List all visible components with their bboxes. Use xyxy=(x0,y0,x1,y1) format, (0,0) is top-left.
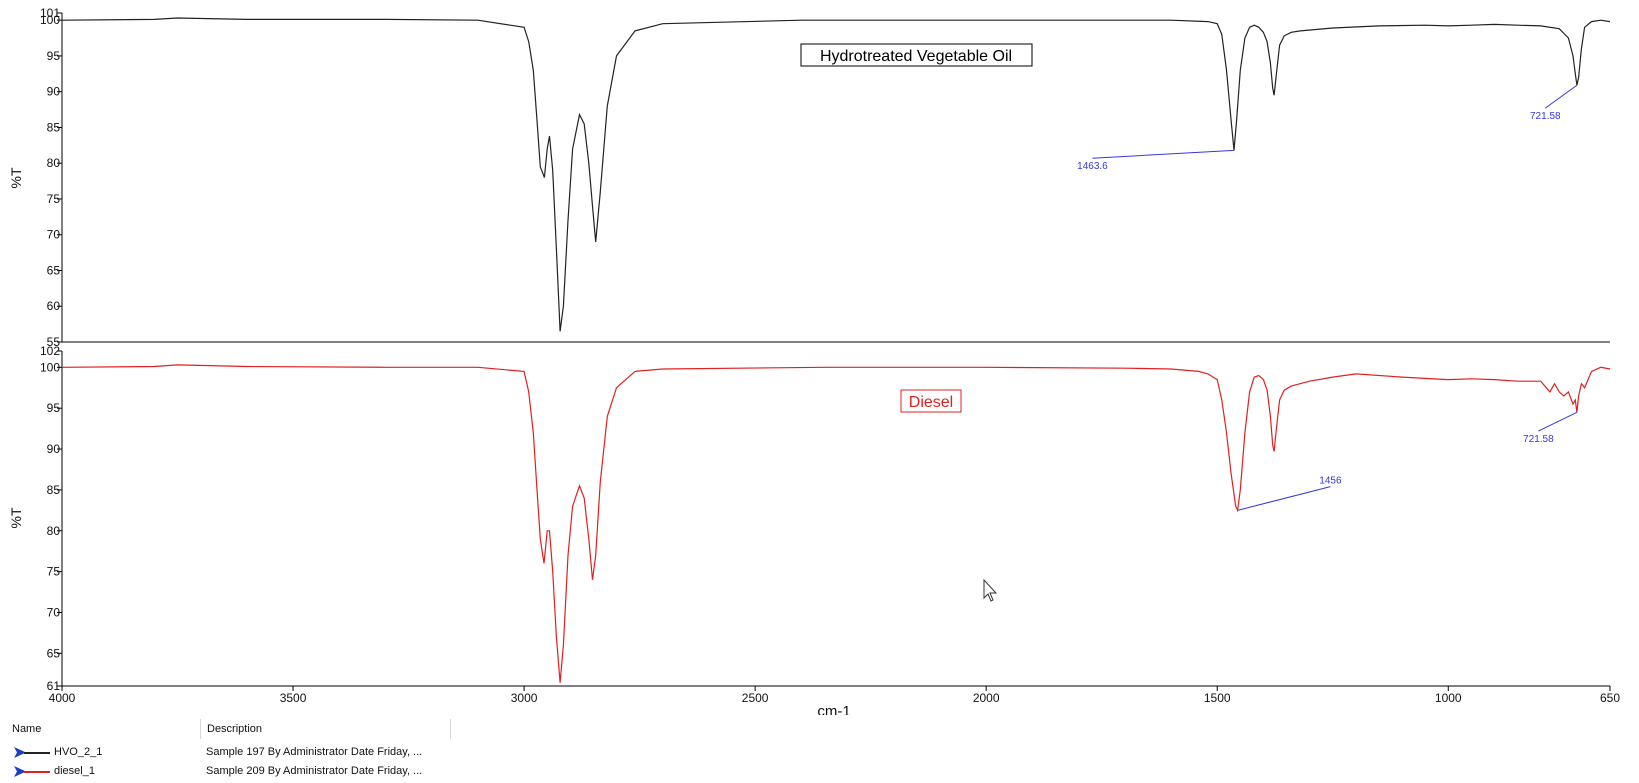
diesel-y-axis-label: %T xyxy=(8,507,24,528)
hvo-title: Hydrotreated Vegetable Oil xyxy=(820,48,1012,65)
y-tick-label: 65 xyxy=(47,646,61,660)
mouse-cursor-icon xyxy=(983,578,998,602)
y-tick-label: 90 xyxy=(47,442,61,456)
series-marker-icon xyxy=(14,766,26,777)
y-tick-label: 95 xyxy=(47,401,61,415)
y-tick-label: 70 xyxy=(47,605,61,619)
peak-annotation-leader xyxy=(1237,486,1331,511)
y-tick-label: 65 xyxy=(47,263,61,277)
y-tick-label: 85 xyxy=(47,120,61,134)
y-tick-label: 100 xyxy=(40,360,60,374)
x-tick-label: 3000 xyxy=(511,691,538,705)
peak-annotation-label: 1456 xyxy=(1319,476,1342,487)
y-tick-label: 70 xyxy=(47,228,61,242)
y-tick-label: 60 xyxy=(47,299,61,313)
x-tick-label: 2000 xyxy=(973,691,1000,705)
x-tick-label: 1000 xyxy=(1435,691,1462,705)
y-tick-label: 55 xyxy=(47,335,61,349)
y-tick-label: 90 xyxy=(47,85,61,99)
hvo-title-box xyxy=(800,43,1033,67)
hvo-y-axis-label: %T xyxy=(8,167,24,188)
y-tick-label: 85 xyxy=(47,483,61,497)
series-color-swatch xyxy=(24,752,50,754)
diesel-panel: 61 65 70 75 80 85 90 95 100 102 4000 3500 3000 2500 2… xyxy=(8,344,1620,715)
x-tick-label: 650 xyxy=(1600,691,1620,705)
legend-row[interactable]: HVO_2_1 Sample 197 By Administrator Date… xyxy=(6,743,446,762)
series-name: diesel_1 xyxy=(54,765,95,777)
y-tick-label: 80 xyxy=(47,524,61,538)
peak-annotation-label: 1463.6 xyxy=(1077,161,1108,172)
peak-annotation-leader xyxy=(1545,84,1578,109)
series-description: Sample 197 By Administrator Date Friday,… xyxy=(206,746,423,758)
y-tick-label: 100 xyxy=(40,13,60,27)
series-description: Sample 209 By Administrator Date Friday,… xyxy=(206,765,423,777)
legend-table: Name Description HVO_2_1 Sample 197 By A… xyxy=(6,719,1636,781)
x-tick-label: 1500 xyxy=(1204,691,1231,705)
peak-annotation-label: 721.58 xyxy=(1523,434,1554,445)
peak-annotation-label: 721.58 xyxy=(1530,111,1561,122)
hvo-series-line xyxy=(61,17,1611,332)
x-tick-label: 3500 xyxy=(280,691,307,705)
series-name: HVO_2_1 xyxy=(54,746,103,758)
peak-annotation-leader xyxy=(1092,149,1235,159)
y-tick-label: 101 xyxy=(40,6,60,20)
description-column-header[interactable]: Description xyxy=(201,719,451,739)
y-tick-label: 80 xyxy=(47,156,61,170)
legend-row[interactable]: diesel_1 Sample 209 By Administrator Dat… xyxy=(6,762,446,781)
y-tick-label: 61 xyxy=(47,679,61,693)
y-tick-label: 75 xyxy=(47,565,61,579)
series-color-swatch xyxy=(24,771,50,773)
x-tick-label: 4000 xyxy=(49,691,76,705)
series-marker-icon xyxy=(14,747,26,758)
name-column-header[interactable]: Name xyxy=(6,719,201,739)
diesel-title: Diesel xyxy=(909,394,953,411)
x-tick-label: 2500 xyxy=(742,691,769,705)
y-tick-label: 95 xyxy=(47,49,61,63)
diesel-series-line xyxy=(61,364,1611,683)
diesel-title-box xyxy=(900,389,962,413)
x-axis-label: cm-1 xyxy=(817,703,850,715)
y-tick-label: 75 xyxy=(47,192,61,206)
peak-annotation-leader xyxy=(1538,411,1578,432)
y-tick-label: 102 xyxy=(40,344,60,358)
